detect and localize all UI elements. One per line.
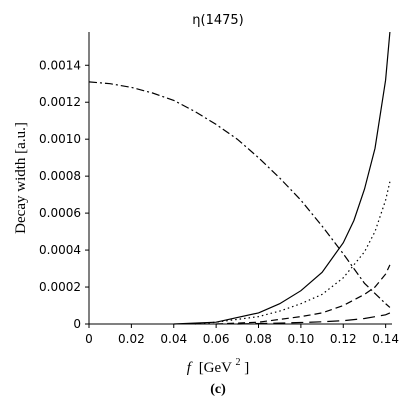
- series-line-dashed: [216, 264, 391, 325]
- x-axis-label-var: f: [187, 360, 193, 376]
- x-tick-label: 0.12: [330, 332, 357, 346]
- y-tick-label: 0.0008: [39, 169, 81, 183]
- y-tick-label: 0.0012: [39, 95, 81, 109]
- x-axis-label-sup: 2: [235, 357, 240, 368]
- x-tick-label: 0: [85, 332, 93, 346]
- axes: [88, 32, 392, 325]
- y-tick-label: 0.0002: [39, 280, 81, 294]
- x-tick-label: 0.04: [160, 332, 187, 346]
- chart-title: η(1475): [192, 13, 243, 28]
- y-tick-label: 0.0006: [39, 206, 81, 220]
- panel-label: (c): [210, 382, 226, 397]
- y-tick-label: 0.0014: [39, 58, 81, 72]
- y-axis-label: Decay width [a.u.]: [13, 122, 29, 234]
- x-tick-label: 0.06: [203, 332, 230, 346]
- series-layer: [88, 31, 391, 325]
- x-axis-label-unit: [GeV: [199, 360, 232, 376]
- x-tick-label: 0.08: [245, 332, 272, 346]
- x-tick-label: 0.02: [118, 332, 145, 346]
- y-tick-label: 0: [73, 317, 81, 331]
- series-line-dotted: [194, 181, 391, 325]
- x-axis-label-close: ]: [244, 360, 249, 376]
- ticks-layer: 0 0.02 0.04 0.06 0.08 0.10 0.12 0.14 0 0.0002 0.00…: [39, 58, 399, 346]
- series-line-long-dash: [237, 312, 391, 325]
- y-tick-label: 0.0004: [39, 243, 81, 257]
- x-tick-label: 0.10: [288, 332, 315, 346]
- series-line-dash-dot: [88, 81, 391, 308]
- series-line-solid: [173, 31, 391, 325]
- x-tick-label: 0.14: [372, 332, 399, 346]
- x-axis-label: f [GeV 2 ]: [187, 353, 249, 376]
- y-tick-label: 0.0010: [39, 132, 81, 146]
